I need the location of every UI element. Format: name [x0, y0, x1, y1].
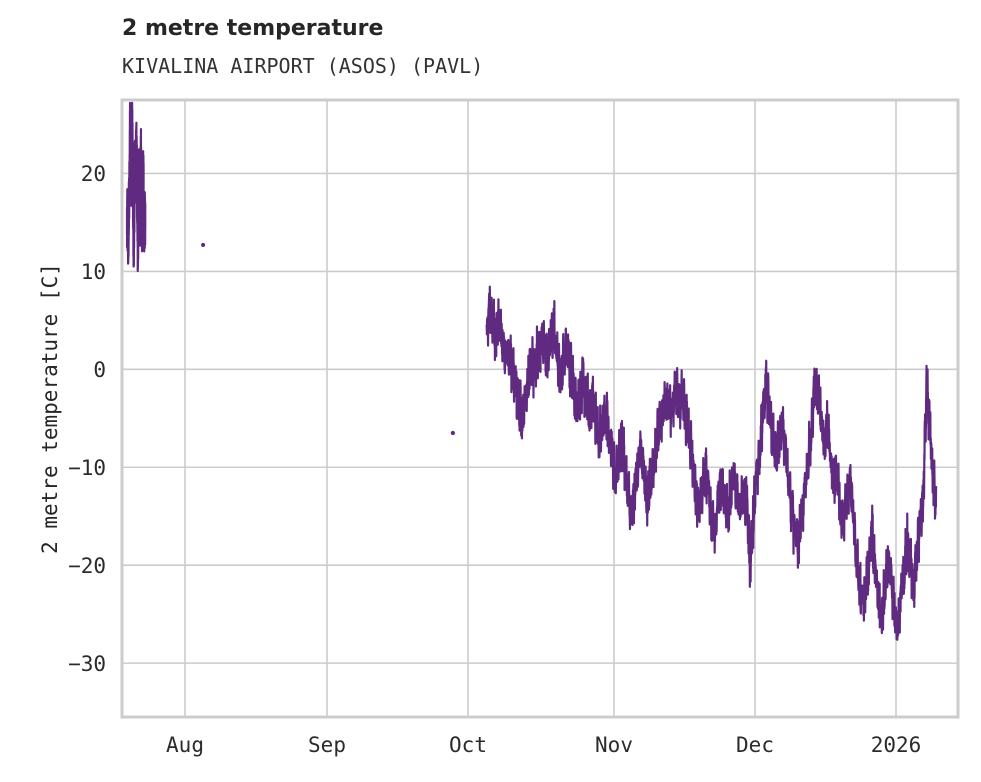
page-title: 2 metre temperature — [122, 16, 384, 41]
series-path — [125, 101, 147, 273]
chart-subtitle: KIVALINA AIRPORT (ASOS) (PAVL) — [122, 54, 484, 78]
temperature-series — [125, 101, 938, 641]
plot-border — [120, 98, 960, 719]
data-point — [201, 242, 206, 248]
grid-lines — [122, 100, 958, 717]
series-path — [485, 285, 938, 641]
data-point — [450, 430, 455, 436]
